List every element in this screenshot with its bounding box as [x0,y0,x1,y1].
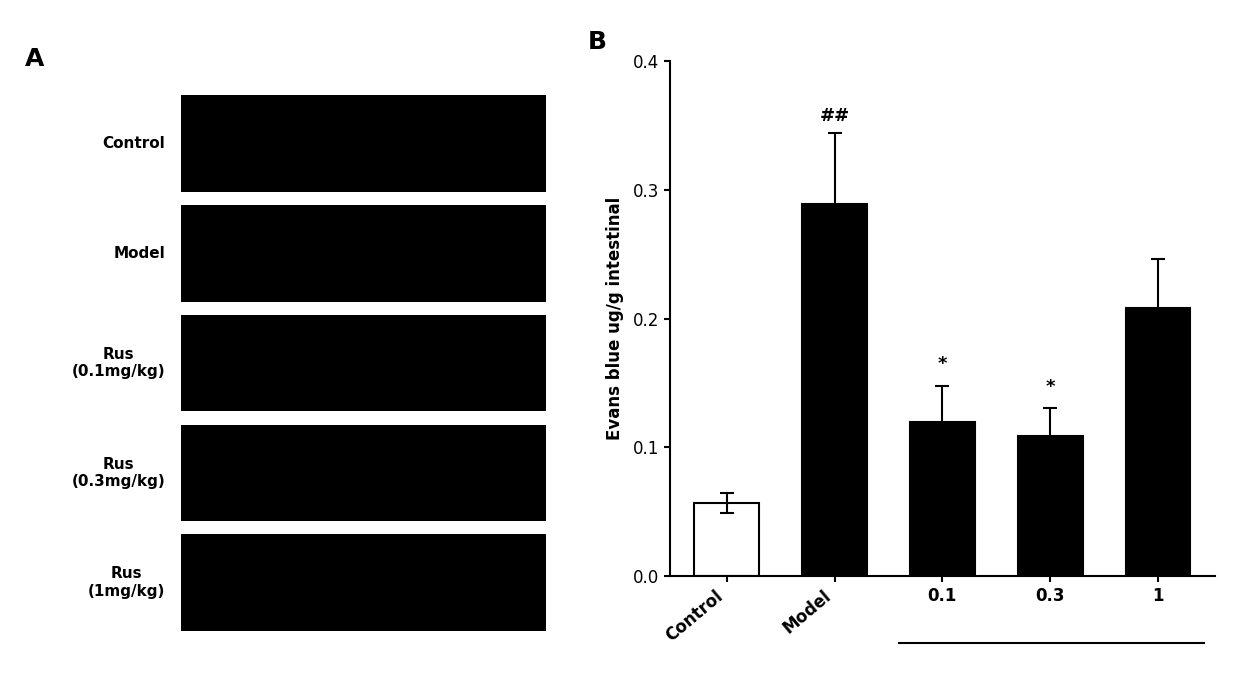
Bar [181,424,546,521]
Text: A: A [25,47,45,71]
Bar [181,534,546,631]
Text: *: * [1045,378,1055,396]
Bar [181,95,546,192]
Text: Rus
(0.1mg/kg): Rus (0.1mg/kg) [72,347,165,379]
Text: ##: ## [820,107,849,125]
Bar [910,422,975,576]
Bar [802,204,867,576]
Y-axis label: Evans blue ug/g intestinal: Evans blue ug/g intestinal [606,197,625,440]
Text: Model: Model [114,246,165,261]
Text: Rus
(0.3mg/kg): Rus (0.3mg/kg) [72,457,165,489]
Text: Rus
(1mg/kg): Rus (1mg/kg) [88,566,165,599]
Bar [181,205,546,302]
Text: *: * [937,355,947,373]
Text: B: B [588,30,606,54]
Text: Control: Control [103,136,165,151]
Bar [181,315,546,412]
Bar [1126,308,1190,576]
Bar [1018,436,1083,576]
Bar [694,503,759,576]
